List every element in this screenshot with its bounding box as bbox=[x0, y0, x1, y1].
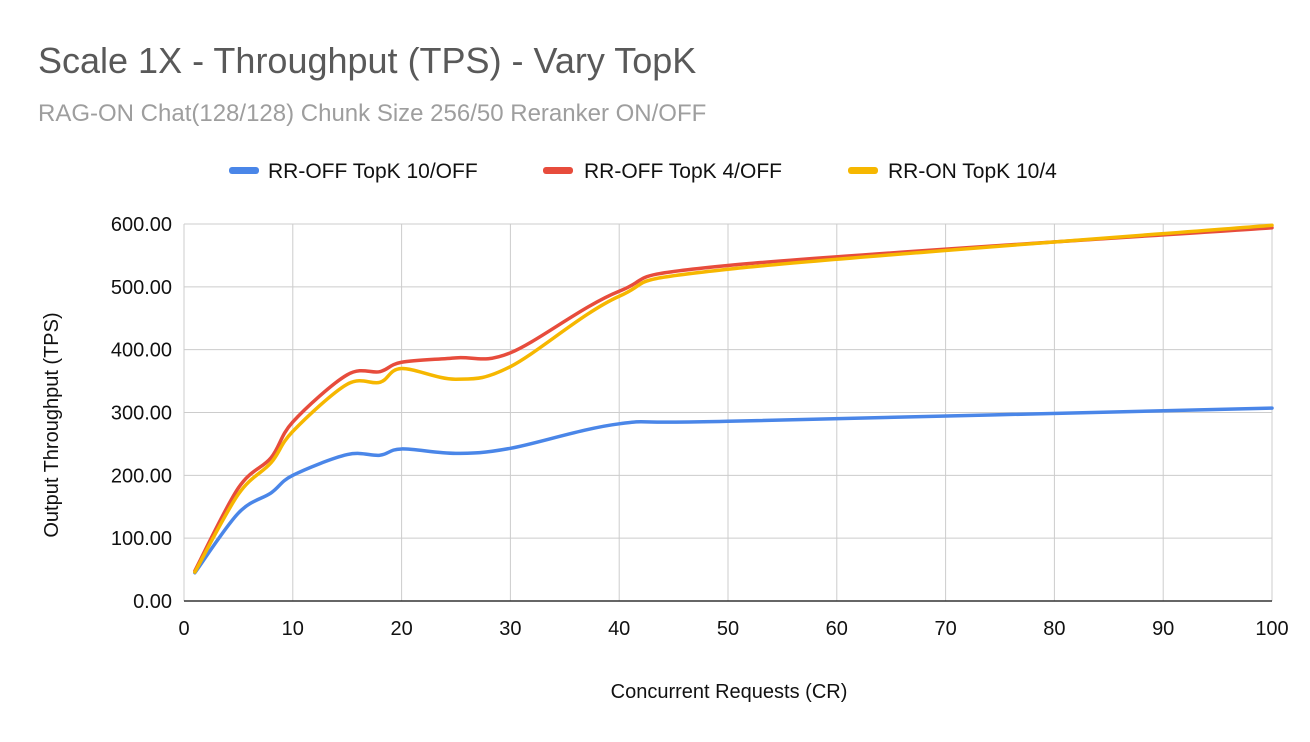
x-tick-label: 10 bbox=[282, 618, 304, 640]
x-axis-label: Concurrent Requests (CR) bbox=[611, 681, 848, 703]
y-tick-label: 300.00 bbox=[111, 403, 172, 425]
series-line-3 bbox=[193, 223, 1274, 574]
legend-swatch bbox=[543, 167, 573, 174]
chart-subtitle: RAG-ON Chat(128/128) Chunk Size 256/50 R… bbox=[38, 100, 707, 127]
y-tick-label: 600.00 bbox=[111, 214, 172, 236]
x-tick-label: 20 bbox=[390, 618, 412, 640]
series-line-1 bbox=[193, 406, 1274, 575]
x-tick-label: 40 bbox=[608, 618, 630, 640]
y-axis-label: Output Throughput (TPS) bbox=[41, 312, 63, 537]
series-layer bbox=[193, 223, 1274, 575]
series-line-2 bbox=[193, 226, 1274, 573]
legend-label: RR-OFF TopK 4/OFF bbox=[584, 160, 782, 183]
x-tick-label: 60 bbox=[826, 618, 848, 640]
x-tick-label: 0 bbox=[178, 618, 189, 640]
y-tick-label: 100.00 bbox=[111, 528, 172, 550]
legend-label: RR-ON TopK 10/4 bbox=[888, 160, 1057, 183]
legend-swatch bbox=[229, 167, 259, 174]
x-tick-label: 50 bbox=[717, 618, 739, 640]
y-tick-label: 0.00 bbox=[133, 591, 172, 613]
x-tick-label: 70 bbox=[934, 618, 956, 640]
gridlines bbox=[183, 223, 1273, 602]
chart-title: Scale 1X - Throughput (TPS) - Vary TopK bbox=[38, 40, 697, 81]
x-tick-label: 90 bbox=[1152, 618, 1174, 640]
y-tick-label: 200.00 bbox=[111, 465, 172, 487]
legend: RR-OFF TopK 10/OFF RR-OFF TopK 4/OFF RR-ON… bbox=[229, 160, 1057, 183]
x-tick-label: 30 bbox=[499, 618, 521, 640]
x-tick-label: 100 bbox=[1255, 618, 1288, 640]
x-tick-label: 80 bbox=[1043, 618, 1065, 640]
y-tick-label: 500.00 bbox=[111, 277, 172, 299]
y-tick-label: 400.00 bbox=[111, 340, 172, 362]
legend-label: RR-OFF TopK 10/OFF bbox=[268, 160, 478, 183]
tick-labels: 0 10 20 30 40 50 60 70 80 90 100 0.00 100.00 200.00 30… bbox=[111, 214, 1289, 640]
legend-swatch bbox=[848, 167, 878, 174]
